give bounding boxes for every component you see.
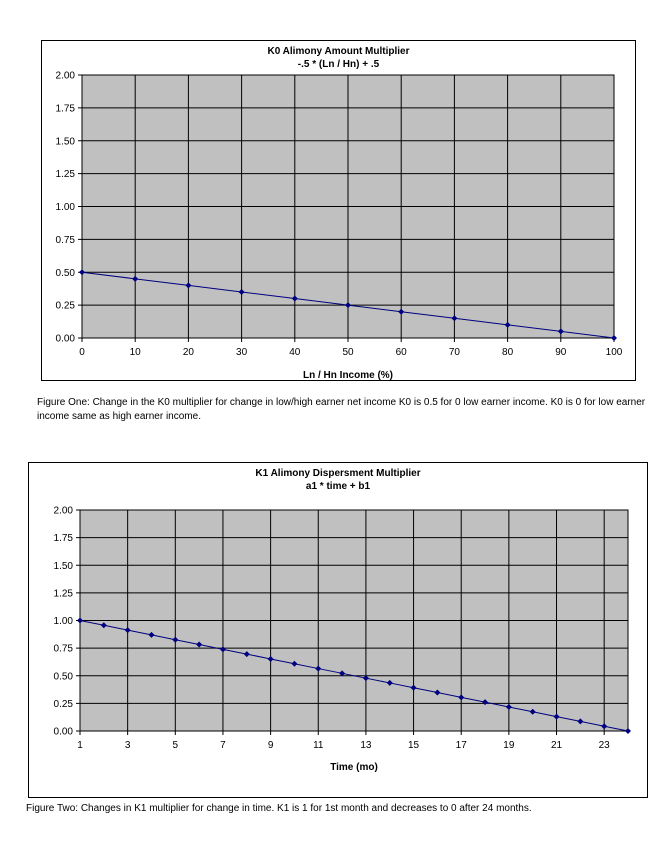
k1-data-point: [219, 646, 226, 653]
k1-y-tick-label: 0.25: [54, 699, 74, 710]
k0-data-point: [504, 321, 511, 328]
k0-data-point: [185, 282, 192, 289]
figure-two-caption: Figure Two: Changes in K1 multiplier for…: [26, 803, 532, 814]
k0-x-tick-label: 80: [502, 347, 514, 358]
k0-x-tick-label: 90: [555, 347, 567, 358]
k1-x-tick-label: 3: [125, 740, 131, 751]
k1-data-point: [100, 622, 107, 629]
k0-y-tick-label: 1.75: [56, 103, 76, 114]
k1-data-point: [458, 694, 465, 701]
k1-x-tick-label: 21: [551, 740, 563, 751]
k1-x-tick-label: 19: [503, 740, 515, 751]
k0-x-tick-label: 0: [79, 347, 85, 358]
k0-x-tick-label: 70: [449, 347, 461, 358]
k0-x-tick-label: 20: [183, 347, 195, 358]
k1-y-tick-label: 2.00: [54, 506, 74, 517]
k0-y-tick-label: 0.00: [56, 334, 76, 345]
k1-x-tick-label: 1: [77, 740, 83, 751]
k0-chart-title: K0 Alimony Amount Multiplier: [267, 46, 410, 57]
k1-data-point: [482, 699, 489, 706]
k1-data-point: [601, 723, 608, 730]
k1-data-point: [291, 660, 298, 667]
k0-y-tick-label: 0.25: [56, 301, 76, 312]
k1-data-point: [362, 675, 369, 682]
k1-x-tick-label: 11: [313, 740, 324, 751]
k1-x-tick-label: 7: [220, 740, 226, 751]
k1-data-point: [553, 713, 560, 720]
k0-data-point: [451, 315, 458, 322]
k0-x-tick-label: 40: [289, 347, 301, 358]
figure-one-caption: Figure One: Change in the K0 multiplier …: [37, 397, 646, 422]
k1-data-point: [315, 665, 322, 672]
k1-x-tick-label: 23: [599, 740, 611, 751]
k0-data-point: [79, 269, 85, 276]
k0-y-tick-label: 1.50: [56, 136, 76, 147]
k1-data-point: [339, 670, 346, 677]
k0-x-tick-label: 10: [130, 347, 142, 358]
k1-data-point: [505, 704, 512, 711]
k0-x-tick-label: 60: [396, 347, 408, 358]
k1-chart-title: K1 Alimony Dispersment Multiplier: [255, 468, 421, 479]
k1-y-tick-label: 1.50: [54, 561, 74, 572]
k1-y-tick-label: 1.75: [54, 533, 74, 544]
k0-x-tick-label: 30: [236, 347, 248, 358]
k0-y-tick-label: 0.75: [56, 235, 76, 246]
k1-data-point: [124, 627, 131, 634]
k0-y-tick-label: 1.00: [56, 202, 76, 213]
k0-y-tick-label: 0.50: [56, 268, 76, 279]
k0-y-tick-label: 1.25: [56, 169, 76, 180]
k1-data-point: [172, 636, 179, 643]
k0-data-point: [557, 328, 564, 335]
k1-data-point: [243, 651, 250, 658]
k0-x-tick-label: 50: [342, 347, 354, 358]
k1-data-point: [77, 617, 83, 624]
k1-x-tick-label: 17: [456, 740, 468, 751]
k1-data-point: [434, 689, 441, 696]
k0-data-point: [238, 288, 245, 295]
k1-y-tick-label: 1.25: [54, 588, 74, 599]
k1-chart-subtitle: a1 * time + b1: [305, 481, 371, 492]
k1-data-point: [267, 655, 274, 662]
k1-x-tick-label: 15: [408, 740, 420, 751]
k1-x-axis-label: Time (mo): [330, 762, 378, 773]
k1-data-point: [625, 728, 631, 734]
k0-data-point: [291, 295, 298, 302]
k1-data-point: [196, 641, 203, 648]
k1-x-tick-label: 5: [173, 740, 179, 751]
k1-y-tick-label: 0.75: [54, 644, 74, 655]
k1-series-line: [79, 620, 629, 732]
k0-y-tick-label: 2.00: [56, 71, 76, 82]
k0-chart-subtitle: -.5 * (Ln / Hn) + .5: [297, 59, 380, 70]
k1-x-tick-label: 13: [360, 740, 372, 751]
k0-data-point: [345, 302, 351, 309]
k0-data-point: [611, 335, 617, 341]
k0-x-tick-label: 100: [606, 347, 623, 358]
k1-data-point: [386, 679, 393, 686]
k1-y-tick-label: 0.50: [54, 671, 74, 682]
k0-chart: K0 Alimony Amount Multiplier -.5 * (Ln /…: [41, 40, 636, 381]
k1-data-point: [148, 631, 155, 638]
k0-data-point: [398, 308, 405, 315]
k0-plot-border: [81, 74, 615, 339]
k0-x-axis-label: Ln / Hn Income (%): [303, 370, 393, 381]
k0-data-point: [132, 275, 139, 282]
k1-y-tick-label: 1.00: [54, 616, 74, 627]
k1-data-point: [410, 684, 417, 691]
k1-chart: K1 Alimony Dispersment Multiplier a1 * t…: [28, 462, 648, 798]
k0-chart-svg: 0.00 0.25 0.50 0.75 1.00 1.25 1.50 1.75 2.00 0 10 2…: [56, 71, 623, 382]
k1-y-tick-label: 0.00: [54, 727, 74, 738]
k1-chart-svg: 0.000.250.500.751.001.251.501.752.001 3 5 7…: [54, 506, 631, 773]
k1-x-tick-label: 9: [268, 740, 274, 751]
k1-data-point: [577, 718, 584, 725]
k1-data-point: [529, 708, 536, 715]
